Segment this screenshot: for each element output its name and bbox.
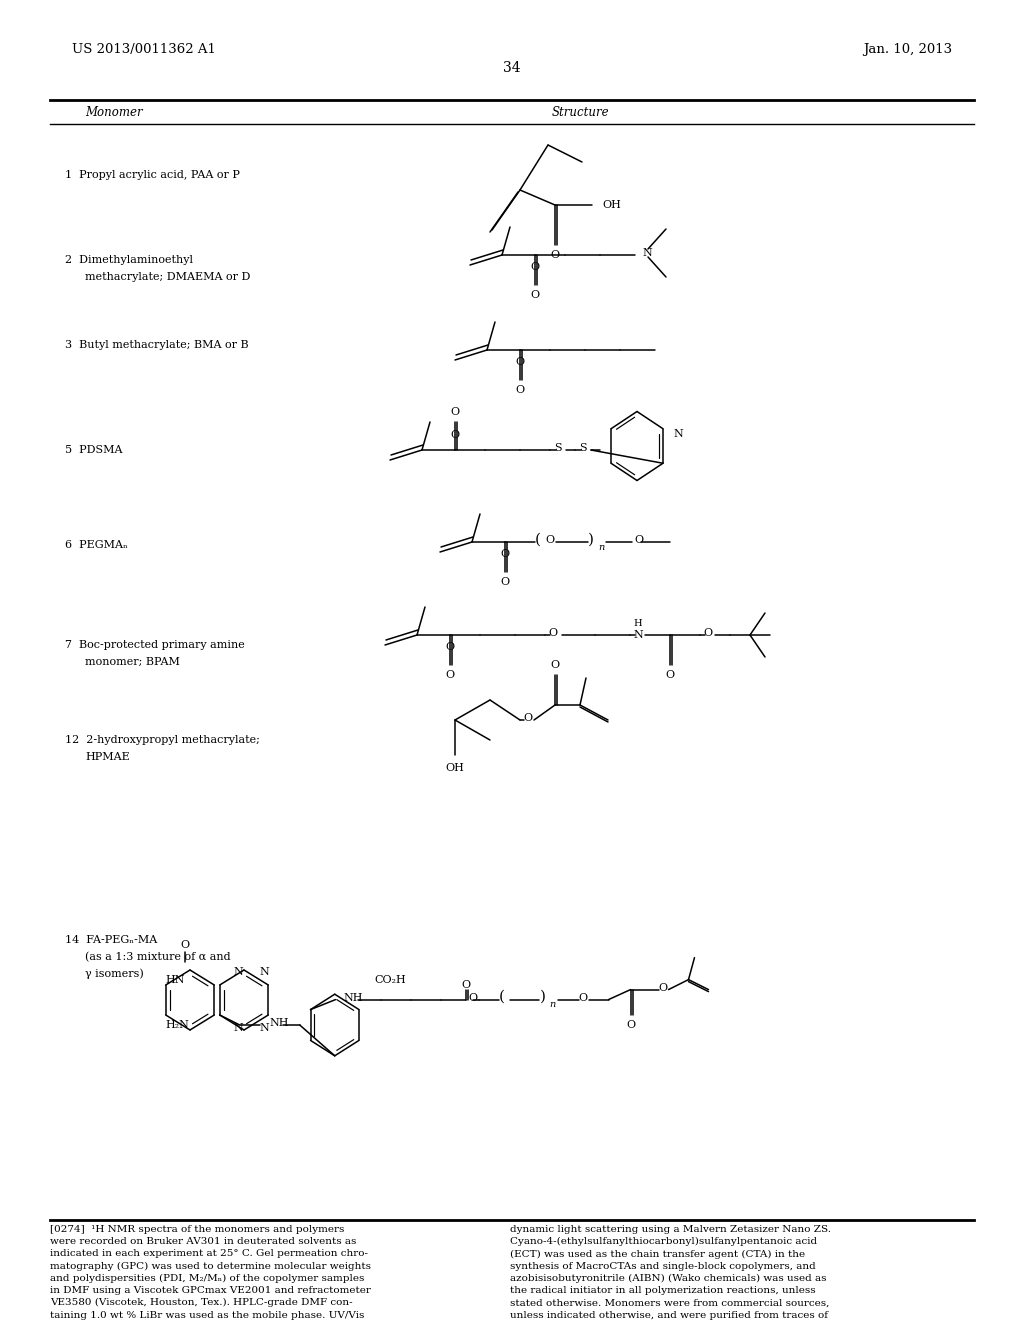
- Text: O: O: [515, 356, 524, 367]
- Text: OH: OH: [445, 763, 465, 774]
- Text: (: (: [499, 990, 505, 1003]
- Text: O: O: [666, 671, 675, 680]
- Text: O: O: [578, 993, 587, 1003]
- Text: monomer; BPAM: monomer; BPAM: [85, 657, 180, 667]
- Text: N: N: [259, 968, 269, 977]
- Text: N: N: [673, 429, 683, 438]
- Text: ): ): [588, 533, 594, 546]
- Text: O: O: [530, 261, 540, 272]
- Text: O: O: [445, 642, 455, 652]
- Text: (as a 1:3 mixture of α and: (as a 1:3 mixture of α and: [85, 952, 230, 962]
- Text: O: O: [451, 430, 460, 440]
- Text: O: O: [468, 993, 477, 1003]
- Text: n: n: [550, 1001, 556, 1008]
- Text: 1  Propyl acrylic acid, PAA or P: 1 Propyl acrylic acid, PAA or P: [65, 170, 240, 180]
- Text: NH: NH: [343, 993, 362, 1003]
- Text: OH: OH: [602, 201, 621, 210]
- Text: O: O: [445, 671, 455, 680]
- Text: HN: HN: [165, 975, 184, 985]
- Text: HPMAE: HPMAE: [85, 752, 130, 762]
- Text: Monomer: Monomer: [85, 106, 142, 119]
- Text: 7  Boc-protected primary amine: 7 Boc-protected primary amine: [65, 640, 245, 649]
- Text: NH: NH: [269, 1018, 289, 1028]
- Text: 12  2-hydroxypropyl methacrylate;: 12 2-hydroxypropyl methacrylate;: [65, 735, 260, 744]
- Text: Structure: Structure: [551, 106, 609, 119]
- Text: O: O: [501, 549, 510, 558]
- Text: H: H: [634, 619, 642, 627]
- Text: O: O: [703, 628, 713, 638]
- Text: Jan. 10, 2013: Jan. 10, 2013: [863, 44, 952, 57]
- Text: O: O: [451, 407, 460, 417]
- Text: O: O: [551, 249, 559, 260]
- Text: [0274]  ¹H NMR spectra of the monomers and polymers
were recorded on Bruker AV30: [0274] ¹H NMR spectra of the monomers an…: [50, 1225, 371, 1320]
- Text: 3  Butyl methacrylate; BMA or B: 3 Butyl methacrylate; BMA or B: [65, 341, 249, 350]
- Text: O: O: [523, 713, 532, 723]
- Text: S: S: [580, 444, 587, 453]
- Text: 6  PEGMAₙ: 6 PEGMAₙ: [65, 540, 128, 550]
- Text: O: O: [634, 535, 643, 545]
- Text: O: O: [549, 628, 557, 638]
- Text: N: N: [633, 630, 643, 640]
- Text: N: N: [259, 1023, 269, 1034]
- Text: O: O: [501, 577, 510, 587]
- Text: H₂N: H₂N: [165, 1020, 188, 1030]
- Text: n: n: [598, 544, 604, 553]
- Text: dynamic light scattering using a Malvern Zetasizer Nano ZS.
Cyano-4-(ethylsulfan: dynamic light scattering using a Malvern…: [510, 1225, 831, 1320]
- Text: S: S: [554, 444, 562, 453]
- Text: O: O: [461, 979, 470, 990]
- Text: N: N: [642, 248, 651, 257]
- Text: O: O: [658, 982, 667, 993]
- Text: N: N: [233, 968, 243, 977]
- Text: 14  FA-PEGₙ-MA: 14 FA-PEGₙ-MA: [65, 935, 158, 945]
- Text: O: O: [530, 290, 540, 300]
- Text: 5  PDSMA: 5 PDSMA: [65, 445, 123, 455]
- Text: O: O: [546, 535, 555, 545]
- Text: ): ): [540, 990, 546, 1003]
- Text: CO₂H: CO₂H: [375, 974, 407, 985]
- Text: γ isomers): γ isomers): [85, 969, 143, 979]
- Text: 2  Dimethylaminoethyl: 2 Dimethylaminoethyl: [65, 255, 193, 265]
- Text: O: O: [180, 940, 189, 950]
- Text: US 2013/0011362 A1: US 2013/0011362 A1: [72, 44, 216, 57]
- Text: O: O: [515, 385, 524, 395]
- Text: N: N: [233, 1023, 243, 1034]
- Text: (: (: [535, 533, 541, 546]
- Text: 34: 34: [503, 61, 521, 75]
- Text: methacrylate; DMAEMA or D: methacrylate; DMAEMA or D: [85, 272, 251, 282]
- Text: O: O: [626, 1019, 635, 1030]
- Text: O: O: [551, 660, 559, 671]
